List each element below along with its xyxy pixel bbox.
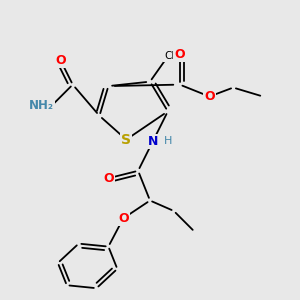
Text: CH₃: CH₃: [164, 51, 183, 62]
Text: O: O: [174, 48, 185, 62]
Text: O: O: [118, 212, 129, 225]
Text: S: S: [121, 133, 131, 147]
Text: N: N: [148, 135, 158, 148]
Text: NH₂: NH₂: [29, 99, 54, 112]
Text: O: O: [56, 54, 66, 67]
Text: O: O: [103, 172, 114, 185]
Text: O: O: [204, 90, 215, 103]
Text: H: H: [164, 136, 172, 146]
